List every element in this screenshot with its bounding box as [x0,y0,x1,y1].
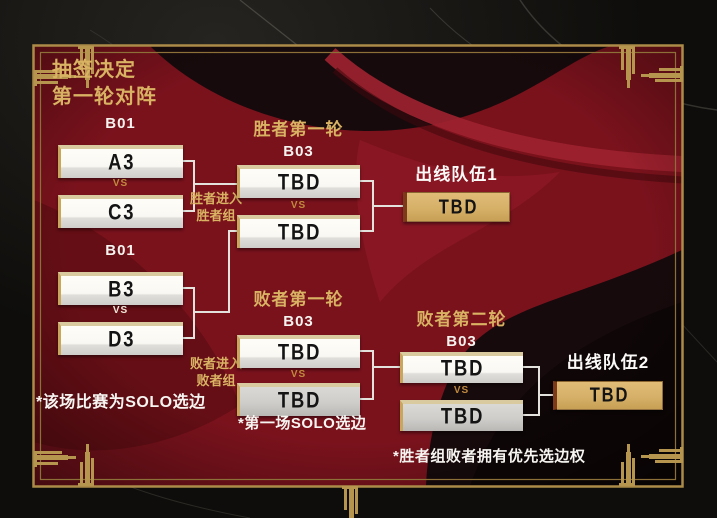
flow-label-loser: 败者进入 败者组 [184,355,248,389]
connector-line [360,230,374,232]
connector-line [182,160,195,162]
connector-line [182,337,195,339]
team-name: TBD [278,340,322,366]
connector-line [372,205,403,207]
team-box-winners-top: TBD [237,165,360,198]
losers-round1-title: 败者第一轮 [253,290,344,309]
team-name: TBD [278,388,322,414]
page-title: 抽签决定 第一轮对阵 [52,57,157,111]
ornate-frame [32,44,684,518]
connector-line [523,366,540,368]
qualified-team1-label: 出线队伍1 [415,165,498,184]
connector-line [360,350,374,352]
losers-round1-format-label: B03 [283,313,314,330]
vs-label: VS [112,178,129,189]
flow-label-line: 胜者组 [196,208,236,223]
team-name: TBD [441,404,485,430]
connector-line [193,183,237,185]
flow-label-line: 败者组 [196,373,236,388]
team-box-losers1-bottom: TBD [237,383,360,416]
match1-format-label: B01 [105,115,136,132]
page-title-line1: 抽签决定 [52,59,136,81]
team-name: TBD [441,356,485,382]
footnote-first-game-solo: *第一场SOLO选边 [238,415,367,432]
connector-line [182,210,195,212]
team-name: C3 [108,200,136,226]
team-box-a3: A3 [58,145,183,178]
footnote-solo-pick: *该场比赛为SOLO选边 [36,394,206,411]
team-name: A3 [108,150,136,176]
connector-line [228,230,230,313]
connector-line [360,180,374,182]
connector-line [360,398,374,400]
qualified-team1-box: TBD [403,192,510,222]
team-box-losers2-top: TBD [400,352,523,383]
team-box-c3: C3 [58,195,183,228]
team-name: D3 [108,327,136,353]
connector-line [538,394,553,396]
qualified-team2-box: TBD [553,381,663,410]
team-name: TBD [438,195,478,218]
qualified-team2-label: 出线队伍2 [566,353,650,372]
connector-line [193,311,230,313]
team-name: TBD [589,383,630,407]
connector-line [193,287,195,339]
connector-line [372,366,400,368]
page-title-line2: 第一轮对阵 [52,86,157,108]
flow-label-line: 胜者进入 [189,191,242,206]
connector-line [372,350,374,400]
team-name: TBD [278,220,322,246]
vs-label: VS [290,200,307,211]
team-box-b3: B3 [58,272,183,305]
vs-label: VS [453,385,470,396]
flow-label-line: 败者进入 [189,356,242,371]
connector-line [182,287,195,289]
connector-line [193,160,195,212]
team-name: TBD [278,170,322,196]
connector-line [538,366,540,416]
connector-line [523,414,540,416]
team-name: B3 [108,277,136,303]
losers-round2-title: 败者第二轮 [416,310,507,329]
team-box-losers2-bottom: TBD [400,400,523,431]
vs-label: VS [112,305,129,316]
flow-label-winner: 胜者进入 胜者组 [184,190,248,224]
match2-format-label: B01 [105,242,136,259]
team-box-losers1-top: TBD [237,335,360,368]
connector-line [228,230,237,232]
team-box-d3: D3 [58,322,183,355]
winners-format-label: B03 [283,143,314,160]
footnote-priority-side-pick: *胜者组败者拥有优先选边权 [393,448,586,465]
red-flag-art [34,46,682,486]
winners-round-title: 胜者第一轮 [253,120,344,139]
losers-round2-format-label: B03 [446,333,477,350]
vs-label: VS [290,369,307,380]
team-box-winners-bottom: TBD [237,215,360,248]
